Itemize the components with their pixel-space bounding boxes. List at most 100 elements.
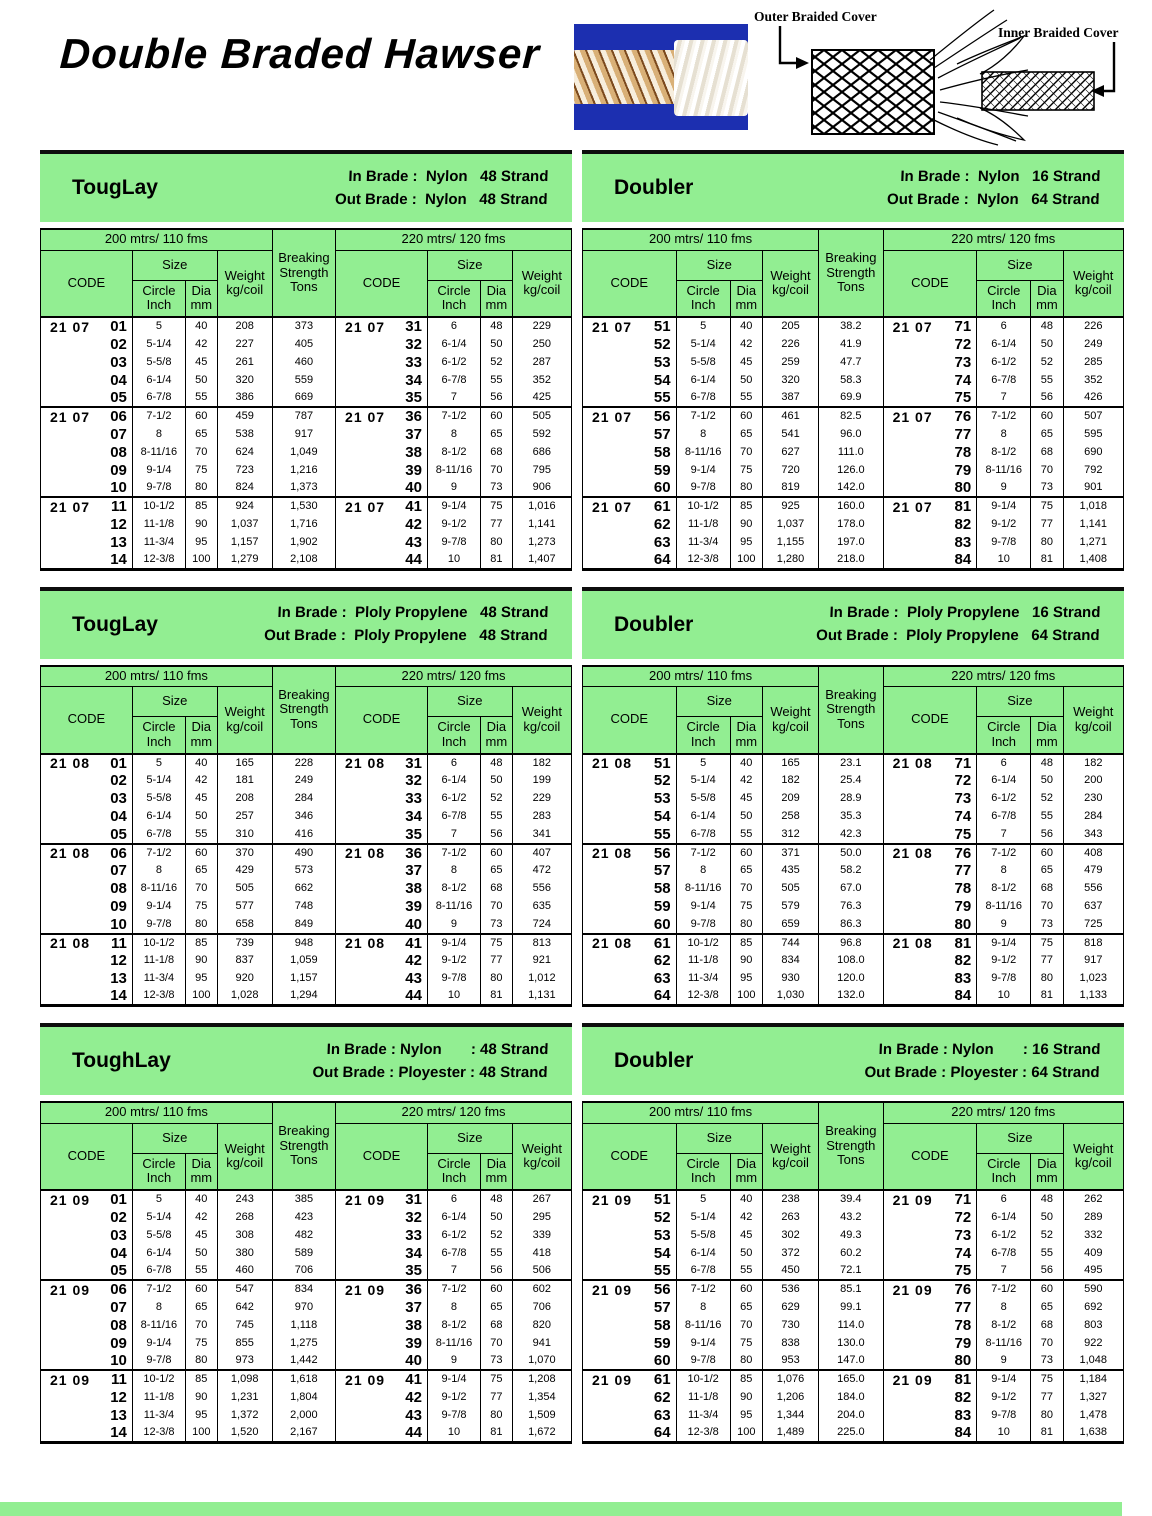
weight-cell: 332	[1062, 1226, 1125, 1244]
circle-inch-cell: 9	[976, 1352, 1032, 1370]
table-row: 07 8 65 429 573 37 8 65 472	[40, 861, 573, 880]
circle-inch-cell: 11-3/4	[131, 969, 186, 988]
breaking-strength-cell: 130.0	[818, 1334, 884, 1352]
weight-cell: 285	[1062, 353, 1125, 371]
code-suffix: 57	[653, 425, 671, 443]
code-cell: 21 09 06	[40, 1279, 133, 1298]
length-200-header: 200 mtrs/ 110 fms	[40, 228, 273, 251]
dia-mm-cell: 60	[729, 1279, 763, 1298]
table-row: 64 12-3/8 100 1,489 225.0 84 10 81 1,638	[582, 1423, 1125, 1442]
circle-inch-cell: 9-1/2	[976, 951, 1032, 970]
code-cell: 21 09 36	[335, 1279, 428, 1298]
code-cell: 72	[882, 1208, 978, 1226]
code-suffix: 04	[110, 1244, 127, 1262]
out-brade-line: Out Brade : Ployester : 48 Strand	[312, 1063, 548, 1080]
code-cell: 53	[582, 789, 677, 808]
code-suffix: 81	[954, 1371, 972, 1388]
dia-mm-cell: 85	[184, 496, 218, 515]
code-cell: 44	[335, 551, 428, 569]
weight-cell: 386	[216, 389, 273, 407]
length-200-header: 200 mtrs/ 110 fms	[40, 665, 273, 687]
in-brade-line: In Brade : Ploly Propylene 16 Strand	[829, 604, 1101, 621]
size-weight-table: 200 mtrs/ 110 fms Breaking Strength Tons 2…	[40, 664, 573, 1007]
breaking-strength-cell: 1,157	[271, 969, 337, 988]
table-row: 04 6-1/4 50 257 346 34 6-7/8 55 283	[40, 807, 573, 826]
code-suffix: 39	[405, 898, 422, 915]
weight-header: Weight kg/coil	[216, 686, 273, 754]
code-suffix: 34	[405, 371, 422, 389]
weight-cell: 1,231	[216, 1388, 273, 1406]
code-suffix: 71	[954, 754, 972, 772]
dia-mm-cell: 60	[184, 842, 218, 862]
code-suffix: 33	[405, 353, 422, 371]
breaking-strength-header: Breaking Strength Tons	[818, 228, 884, 318]
braid-spec-lines: In Brade : Nylon : 48 Strand Out Brade : …	[229, 1039, 573, 1084]
breaking-strength-cell: 23.1	[818, 753, 884, 772]
dia-mm-header: Dia mm	[1030, 279, 1064, 318]
code-suffix: 43	[405, 533, 422, 551]
circle-inch-header: Circle Inch	[131, 716, 186, 754]
breaking-strength-cell: 970	[271, 1298, 337, 1316]
code-suffix: 56	[653, 1281, 671, 1298]
code-header: CODE	[882, 249, 978, 318]
weight-cell: 312	[761, 825, 820, 844]
circle-inch-cell: 5-1/4	[131, 335, 186, 353]
code-cell: 38	[335, 879, 428, 898]
circle-inch-cell: 6-1/4	[426, 1208, 482, 1226]
breaking-strength-cell: 228	[271, 753, 337, 772]
braid-diagram: Outer Braided Cover Inner Braided Cover	[754, 9, 1119, 146]
dia-mm-cell: 68	[480, 879, 513, 898]
weight-cell: 370	[216, 842, 273, 862]
breaking-strength-cell: 165.0	[818, 1369, 884, 1388]
breaking-strength-header: Breaking Strength Tons	[818, 1101, 884, 1191]
table-row: 12 11-1/8 90 837 1,059 42 9-1/2 77 921	[40, 951, 573, 970]
dia-mm-cell: 48	[480, 753, 513, 772]
weight-cell: 1,478	[1062, 1406, 1125, 1424]
weight-cell: 250	[511, 335, 573, 353]
dia-mm-cell: 50	[184, 807, 218, 826]
circle-inch-cell: 9-7/8	[976, 533, 1032, 551]
out-brade-line: Out Brade : Ploly Propylene 64 Strand	[815, 626, 1100, 644]
code-suffix: 81	[954, 934, 972, 952]
length-200-header: 200 mtrs/ 110 fms	[581, 1101, 820, 1124]
length-200-header: 200 mtrs/ 110 fms	[40, 1101, 273, 1124]
code-cell: 21 07 41	[335, 496, 428, 515]
weight-cell: 209	[761, 789, 820, 808]
weight-cell: 341	[511, 825, 573, 844]
dia-mm-cell: 55	[184, 825, 218, 844]
code-suffix: 06	[110, 1281, 127, 1298]
table-row: 04 6-1/4 50 380 589 34 6-7/8 55 418	[40, 1244, 573, 1262]
weight-cell: 1,028	[216, 987, 273, 1006]
code-suffix: 84	[954, 1423, 972, 1441]
dia-mm-cell: 80	[729, 479, 763, 497]
code-cell: 78	[882, 443, 978, 461]
dia-mm-cell: 65	[480, 1298, 513, 1316]
code-suffix: 40	[405, 915, 422, 933]
code-suffix: 60	[653, 915, 671, 933]
circle-inch-cell: 8-11/16	[675, 879, 731, 898]
size-weight-table: 200 mtrs/ 110 fms Breaking Strength Tons 2…	[581, 664, 1125, 1007]
code-prefix: 21 08	[50, 935, 91, 951]
code-cell: 34	[335, 1244, 428, 1262]
circle-inch-cell: 6-7/8	[131, 825, 186, 844]
code-suffix: 31	[405, 754, 422, 772]
breaking-strength-cell: 67.0	[818, 879, 884, 898]
circle-inch-cell: 9-1/4	[131, 461, 186, 479]
product-name: Doubler	[614, 612, 694, 636]
circle-inch-cell: 8	[675, 861, 731, 880]
code-cell: 12	[40, 1388, 133, 1406]
circle-inch-cell: 5	[131, 1190, 186, 1208]
weight-cell: 1,520	[216, 1424, 273, 1442]
code-cell: 10	[40, 1352, 133, 1370]
code-cell: 21 09 11	[40, 1369, 133, 1388]
weight-cell: 745	[216, 1316, 273, 1334]
table-row: 59 9-1/4 75 720 126.0 79 8-11/16 70 792	[582, 461, 1125, 479]
dia-mm-cell: 52	[480, 1226, 513, 1244]
circle-inch-cell: 9	[426, 1352, 482, 1370]
circle-inch-cell: 6-7/8	[675, 825, 731, 844]
length-200-header: 200 mtrs/ 110 fms	[581, 228, 820, 251]
table-row: 21 08 06 7-1/2 60 370 490 21 08 36 7-1/2 60 407	[40, 842, 573, 862]
code-suffix: 74	[954, 1244, 972, 1262]
code-cell: 73	[882, 1226, 978, 1244]
table-row: 55 6-7/8 55 312 42.3 75 7 56 343	[582, 825, 1125, 844]
